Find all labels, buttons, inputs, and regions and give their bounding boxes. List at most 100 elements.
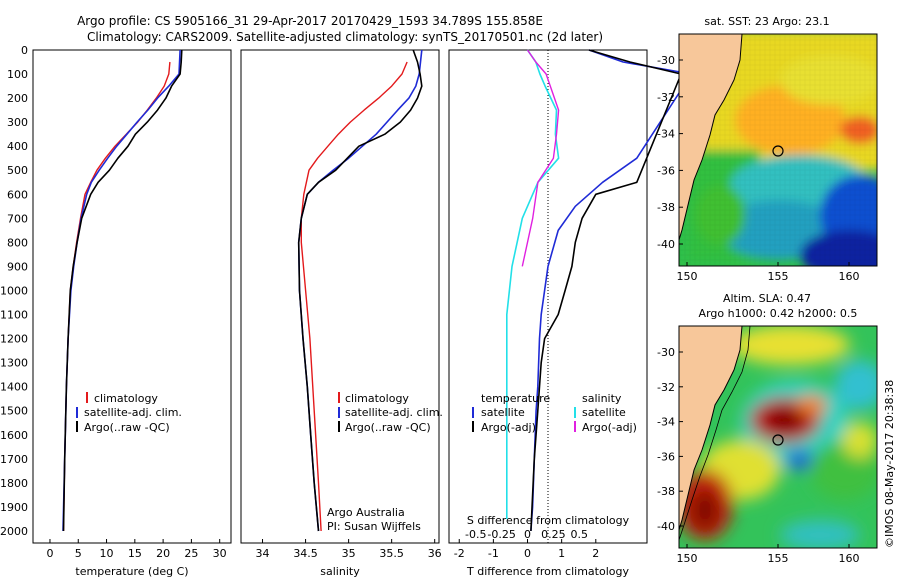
sla-southern-core [691,490,719,530]
sst-argo-location [772,145,784,157]
sla-blue-low [785,450,815,470]
pi-note: PI: Susan Wijffels [327,520,421,533]
salinity-panel-frame [240,49,440,544]
difference-axis: -2 -1 0 1 2 [454,539,599,560]
sla-orange-lobe [797,395,827,415]
legend-label-s-argo: Argo(-adj) [582,421,637,434]
x-tick-label: 15 [128,547,142,560]
legend-label-t-satellite: satellite [481,406,525,419]
institution-note: Argo Australia [327,506,405,519]
series-line-2 [530,49,682,532]
legend-label-t-argo: Argo(-adj) [481,421,536,434]
sla-contour [679,326,751,541]
x-tick-label: 34.5 [293,547,318,560]
x-tick-label: 2 [592,547,599,560]
x-tick-label: -1 [488,547,499,560]
map-x-tick-label: 155 [768,270,789,283]
series-line-1 [300,61,408,532]
map-y-tick-label: -30 [657,346,675,359]
sla-map-ticks: -30 -32 -34 -36 -38 -40 150 155 160 [657,346,859,565]
difference-lines [505,49,693,532]
depth-tick-label: 1700 [0,453,28,466]
map-y-tick-label: -36 [657,450,675,463]
series-line-4 [521,49,560,267]
depth-tick-label: 1000 [0,284,28,297]
legend-label-climatology: climatology [94,392,158,405]
legend-title-temperature: temperature [481,392,550,405]
depth-tick-label: 2000 [0,525,28,538]
depth-tick-label: 600 [7,188,28,201]
credit-text: ©IMOS 08-May-2017 20:38:38 [883,380,896,548]
salinity-legend: climatology satellite-adj. clim. Argo(..… [338,392,443,434]
legend-title-salinity: salinity [582,392,622,405]
s-difference-ticks: -0.5 -0.25 0 0.25 0.5 [465,528,588,541]
legend-label-argo: Argo(..raw -QC) [345,421,431,434]
sla-east-cyan [835,360,877,410]
x-tick-label: 5 [75,547,82,560]
depth-tick-label: 1800 [0,477,28,490]
difference-legend: temperature salinity satellite Argo(-adj… [472,392,637,434]
sst-map-ticks: -30 -32 -34 -36 -38 -40 150 155 160 [657,54,859,283]
temperature-axis: 0 5 10 15 20 25 30 [46,539,227,560]
map-y-tick-label: -30 [657,54,675,67]
sla-south-cyan [780,520,860,548]
depth-tick-label: 400 [7,140,28,153]
x-tick-label: 20 [156,547,170,560]
header-line-2: Climatology: CARS2009. Satellite-adjuste… [87,30,603,44]
x-tick-label: 35 [342,547,356,560]
depth-tick-label: 1200 [0,333,28,346]
depth-tick-label: 0 [21,44,28,57]
depth-tick-label: 800 [7,236,28,249]
sla-high-inner [765,408,805,432]
map-x-tick-label: 155 [768,552,789,565]
legend-label-s-satellite: satellite [582,406,626,419]
sst-coastline [679,34,743,241]
temperature-xlabel: temperature (deg C) [75,565,188,578]
sla-yellow-band [730,326,850,365]
map-y-tick-label: -40 [657,520,675,533]
x-tick-label: 10 [100,547,114,560]
s-tick-label: 0.25 [541,528,566,541]
sst-map-title: sat. SST: 23 Argo: 23.1 [704,15,829,28]
temperature-panel-frame [32,49,232,544]
temperature-legend: climatology satellite-adj. clim. Argo(..… [76,392,182,434]
x-tick-label: 25 [184,547,198,560]
x-tick-label: 30 [213,547,227,560]
x-tick-label: 1 [558,547,565,560]
series-line-2 [62,49,181,532]
map-y-tick-label: -32 [657,91,675,104]
sla-field [679,326,877,548]
depth-tick-label: 1900 [0,501,28,514]
s-tick-label: -0.5 [465,528,486,541]
salinity-lines [297,49,423,532]
temperature-lines [62,49,183,532]
depth-tick-label: 1100 [0,309,28,322]
s-tick-label: -0.25 [487,528,515,541]
series-line-1 [62,61,171,532]
map-y-tick-label: -40 [657,238,675,251]
sla-map-title-2: Argo h1000: 0.42 h2000: 0.5 [699,307,858,320]
depth-tick-label: 1500 [0,405,28,418]
depth-tick-label: 1400 [0,381,28,394]
sla-coastline [679,326,743,531]
legend-label-argo: Argo(..raw -QC) [84,421,170,434]
s-difference-label: S difference from climatology [467,514,630,527]
header-line-1: Argo profile: CS 5905166_31 29-Apr-2017 … [77,14,543,28]
depth-tick-label: 1300 [0,357,28,370]
depth-tick-labels: 0 100 200 300 400 500 600 700 800 900 1000 1100 1200… [0,44,28,538]
sla-map-title-1: Altim. SLA: 0.47 [723,292,811,305]
legend-label-satellite: satellite-adj. clim. [345,406,443,419]
sla-land [679,326,742,530]
depth-tick-label: 100 [7,68,28,81]
sla-argo-location [772,434,784,446]
x-tick-label: -2 [454,547,465,560]
map-x-tick-label: 150 [677,270,698,283]
map-y-tick-label: -34 [657,416,675,429]
map-y-tick-label: -32 [657,381,675,394]
legend-label-satellite: satellite-adj. clim. [84,406,182,419]
map-x-tick-label: 150 [677,552,698,565]
x-tick-label: 35.5 [379,547,404,560]
depth-tick-label: 200 [7,92,28,105]
depth-tick-label: 900 [7,260,28,273]
sla-map [679,326,877,548]
